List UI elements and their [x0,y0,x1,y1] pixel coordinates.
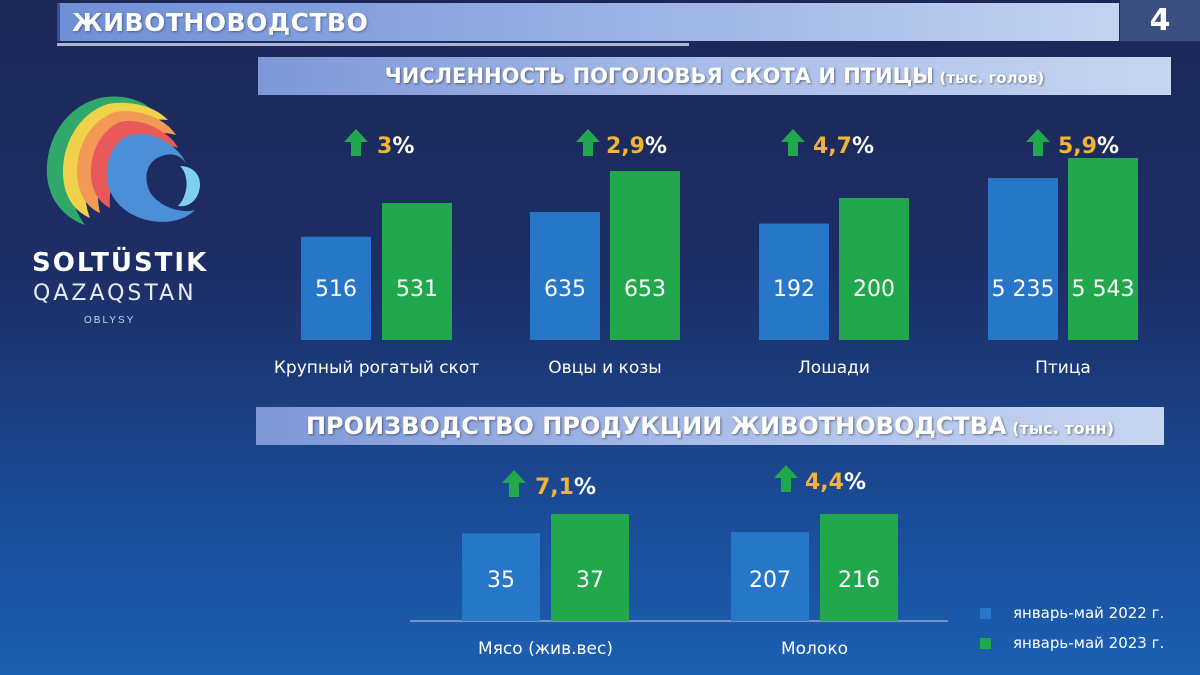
bar-2023-1-0 [551,514,629,621]
bar-2023-0-0 [382,203,452,340]
bar-2022-0-3 [988,178,1058,340]
growth-percent-0-2: 4,7% [813,134,874,159]
growth-arrow-icon-0-1 [576,129,600,156]
legend: январь-май 2022 г. январь-май 2023 г. [980,604,1164,664]
livestock-chart-unit: (тыс. голов) [939,69,1045,87]
bar-value-2023-1-0: 37 [576,568,604,593]
bar-2022-0-2 [759,223,829,340]
page-title-bar: ЖИВОТНОВОДСТВО [57,3,1119,41]
section-header-production: ПРОИЗВОДСТВО ПРОДУКЦИИ ЖИВОТНОВОДСТВА (т… [256,407,1164,445]
category-label-0-2: Лошади [798,358,870,378]
logo [30,80,210,330]
legend-label-2022: январь-май 2022 г. [1013,604,1165,622]
page-title: ЖИВОТНОВОДСТВО [72,8,369,37]
bar-value-2022-1-0: 35 [487,568,515,593]
bar-value-2023-1-1: 216 [838,568,880,593]
legend-label-2023: январь-май 2023 г. [1013,634,1165,652]
legend-item-2022: январь-май 2022 г. [980,604,1164,622]
growth-arrow-icon-0-2 [781,129,805,156]
livestock-chart-title: ЧИСЛЕННОСТЬ ПОГОЛОВЬЯ СКОТА И ПТИЦЫ [384,64,934,88]
bar-2023-1-1 [820,514,898,621]
logo-text-qazaqstan: QAZAQSTAN [33,281,197,306]
bar-value-2023-0-1: 653 [624,277,666,302]
legend-swatch-2022 [980,607,991,619]
bar-value-2022-0-0: 516 [315,277,357,302]
title-underline [57,43,689,46]
category-label-0-0: Крупный рогатый скот [274,358,479,378]
legend-swatch-2023 [980,637,991,649]
growth-percent-0-0: 3% [377,134,414,159]
bar-value-2023-0-0: 531 [396,277,438,302]
bar-2022-1-0 [462,533,540,621]
bar-2022-1-1 [731,532,809,621]
bar-value-2023-0-3: 5 543 [1072,277,1135,302]
bar-2023-0-3 [1068,158,1138,340]
bar-value-2022-1-1: 207 [749,568,791,593]
bar-value-2022-0-3: 5 235 [992,277,1055,302]
logo-text-oblysy: OBLYSY [84,315,136,326]
production-chart-unit: (тыс. тонн) [1012,419,1115,438]
category-label-1-0: Мясо (жив.вес) [478,639,613,659]
bar-2022-0-1 [530,212,600,340]
bar-value-2022-0-2: 192 [773,277,815,302]
growth-arrow-icon-1-0 [502,470,526,497]
growth-arrow-icon-1-1 [774,465,798,492]
bar-2022-0-0 [301,236,371,340]
bar-value-2022-0-1: 635 [544,277,586,302]
legend-item-2023: январь-май 2023 г. [980,634,1164,652]
logo-emblem-icon [46,96,200,225]
growth-arrow-icon-0-3 [1026,129,1050,156]
growth-percent-0-3: 5,9% [1058,134,1119,159]
bar-2023-0-1 [610,171,680,340]
bar-2023-0-2 [839,198,909,340]
section-header-livestock: ЧИСЛЕННОСТЬ ПОГОЛОВЬЯ СКОТА И ПТИЦЫ (тыс… [258,57,1171,95]
bar-value-2023-0-2: 200 [853,277,895,302]
growth-percent-1-0: 7,1% [535,475,596,500]
growth-percent-0-1: 2,9% [606,134,667,159]
category-label-1-1: Молоко [781,639,848,659]
category-label-0-3: Птица [1035,358,1091,378]
growth-percent-1-1: 4,4% [805,470,866,495]
page-number: 4 [1120,0,1200,41]
growth-arrow-icon-0-0 [344,129,368,156]
production-chart-title: ПРОИЗВОДСТВО ПРОДУКЦИИ ЖИВОТНОВОДСТВА [305,412,1007,440]
logo-text-soltustik: SOLTÜSTIK [32,248,209,278]
category-label-0-1: Овцы и козы [548,358,661,378]
